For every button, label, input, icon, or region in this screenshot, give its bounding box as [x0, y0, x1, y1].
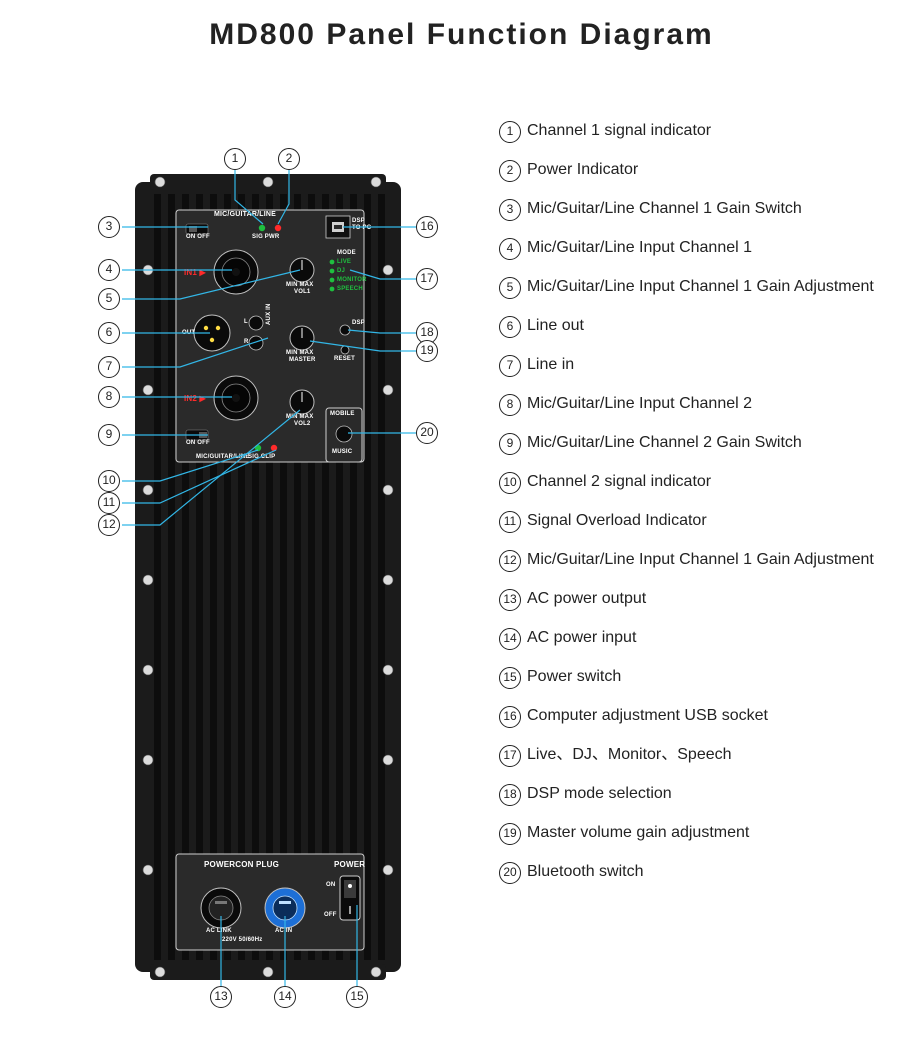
- callout-4: 4: [98, 259, 120, 281]
- leader-7: [122, 338, 268, 367]
- legend-text-3: Mic/Guitar/Line Channel 1 Gain Switch: [527, 198, 899, 220]
- legend: 1 Channel 1 signal indicator 2 Power Indica…: [499, 120, 899, 900]
- callout-2: 2: [278, 148, 300, 170]
- callout-5: 5: [98, 288, 120, 310]
- legend-item-9: 9 Mic/Guitar/Line Channel 2 Gain Switch: [499, 432, 899, 455]
- legend-num-8: 8: [499, 394, 521, 416]
- legend-item-8: 8 Mic/Guitar/Line Input Channel 2: [499, 393, 899, 416]
- leader-12: [122, 410, 300, 525]
- legend-num-20: 20: [499, 862, 521, 884]
- legend-text-20: Bluetooth switch: [527, 861, 899, 883]
- legend-item-12: 12 Mic/Guitar/Line Input Channel 1 Gain A…: [499, 549, 899, 572]
- legend-num-9: 9: [499, 433, 521, 455]
- legend-text-15: Power switch: [527, 666, 899, 688]
- legend-num-3: 3: [499, 199, 521, 221]
- page-title: MD800 Panel Function Diagram: [0, 0, 923, 52]
- legend-item-11: 11 Signal Overload Indicator: [499, 510, 899, 533]
- legend-item-16: 16 Computer adjustment USB socket: [499, 705, 899, 728]
- leader-18: [348, 330, 416, 333]
- legend-item-6: 6 Line out: [499, 315, 899, 338]
- callout-12: 12: [98, 514, 120, 536]
- legend-item-15: 15 Power switch: [499, 666, 899, 689]
- callout-14: 14: [274, 986, 296, 1008]
- legend-text-19: Master volume gain adjustment: [527, 822, 899, 844]
- legend-text-5: Mic/Guitar/Line Input Channel 1 Gain Adj…: [527, 276, 899, 298]
- leader-5: [122, 270, 300, 299]
- legend-item-3: 3 Mic/Guitar/Line Channel 1 Gain Switch: [499, 198, 899, 221]
- legend-item-19: 19 Master volume gain adjustment: [499, 822, 899, 845]
- legend-num-6: 6: [499, 316, 521, 338]
- callout-11: 11: [98, 492, 120, 514]
- callout-7: 7: [98, 356, 120, 378]
- leader-19: [310, 341, 416, 351]
- legend-num-19: 19: [499, 823, 521, 845]
- legend-item-17: 17 Live、DJ、Monitor、Speech: [499, 744, 899, 767]
- callout-19: 19: [416, 340, 438, 362]
- legend-text-8: Mic/Guitar/Line Input Channel 2: [527, 393, 899, 415]
- legend-text-18: DSP mode selection: [527, 783, 899, 805]
- legend-text-13: AC power output: [527, 588, 899, 610]
- callout-15: 15: [346, 986, 368, 1008]
- leader-1: [235, 170, 263, 224]
- legend-num-4: 4: [499, 238, 521, 260]
- callout-3: 3: [98, 216, 120, 238]
- legend-text-6: Line out: [527, 315, 899, 337]
- legend-item-5: 5 Mic/Guitar/Line Input Channel 1 Gain Ad…: [499, 276, 899, 299]
- legend-num-18: 18: [499, 784, 521, 806]
- legend-num-14: 14: [499, 628, 521, 650]
- legend-item-14: 14 AC power input: [499, 627, 899, 650]
- legend-item-13: 13 AC power output: [499, 588, 899, 611]
- callout-9: 9: [98, 424, 120, 446]
- leader-10: [122, 450, 258, 481]
- callout-20: 20: [416, 422, 438, 444]
- legend-item-10: 10 Channel 2 signal indicator: [499, 471, 899, 494]
- legend-text-14: AC power input: [527, 627, 899, 649]
- legend-num-12: 12: [499, 550, 521, 572]
- legend-item-18: 18 DSP mode selection: [499, 783, 899, 806]
- callout-8: 8: [98, 386, 120, 408]
- legend-text-11: Signal Overload Indicator: [527, 510, 899, 532]
- callout-16: 16: [416, 216, 438, 238]
- leader-11: [122, 450, 276, 503]
- callout-13: 13: [210, 986, 232, 1008]
- legend-num-10: 10: [499, 472, 521, 494]
- legend-text-9: Mic/Guitar/Line Channel 2 Gain Switch: [527, 432, 899, 454]
- legend-item-1: 1 Channel 1 signal indicator: [499, 120, 899, 143]
- leader-17: [350, 270, 416, 279]
- legend-text-1: Channel 1 signal indicator: [527, 120, 899, 142]
- legend-num-15: 15: [499, 667, 521, 689]
- legend-text-16: Computer adjustment USB socket: [527, 705, 899, 727]
- legend-num-5: 5: [499, 277, 521, 299]
- legend-num-1: 1: [499, 121, 521, 143]
- legend-num-2: 2: [499, 160, 521, 182]
- legend-item-20: 20 Bluetooth switch: [499, 861, 899, 884]
- legend-item-4: 4 Mic/Guitar/Line Input Channel 1: [499, 237, 899, 260]
- legend-num-7: 7: [499, 355, 521, 377]
- callout-17: 17: [416, 268, 438, 290]
- legend-num-17: 17: [499, 745, 521, 767]
- callout-6: 6: [98, 322, 120, 344]
- legend-text-2: Power Indicator: [527, 159, 899, 181]
- leader-2: [278, 170, 289, 224]
- leader-lines: [0, 70, 470, 1030]
- legend-item-7: 7 Line in: [499, 354, 899, 377]
- callout-10: 10: [98, 470, 120, 492]
- legend-text-7: Line in: [527, 354, 899, 376]
- legend-num-13: 13: [499, 589, 521, 611]
- legend-num-11: 11: [499, 511, 521, 533]
- legend-text-4: Mic/Guitar/Line Input Channel 1: [527, 237, 899, 259]
- legend-item-2: 2 Power Indicator: [499, 159, 899, 182]
- legend-text-10: Channel 2 signal indicator: [527, 471, 899, 493]
- legend-text-12: Mic/Guitar/Line Input Channel 1 Gain Adj…: [527, 549, 899, 571]
- legend-text-17: Live、DJ、Monitor、Speech: [527, 744, 899, 766]
- legend-num-16: 16: [499, 706, 521, 728]
- callout-1: 1: [224, 148, 246, 170]
